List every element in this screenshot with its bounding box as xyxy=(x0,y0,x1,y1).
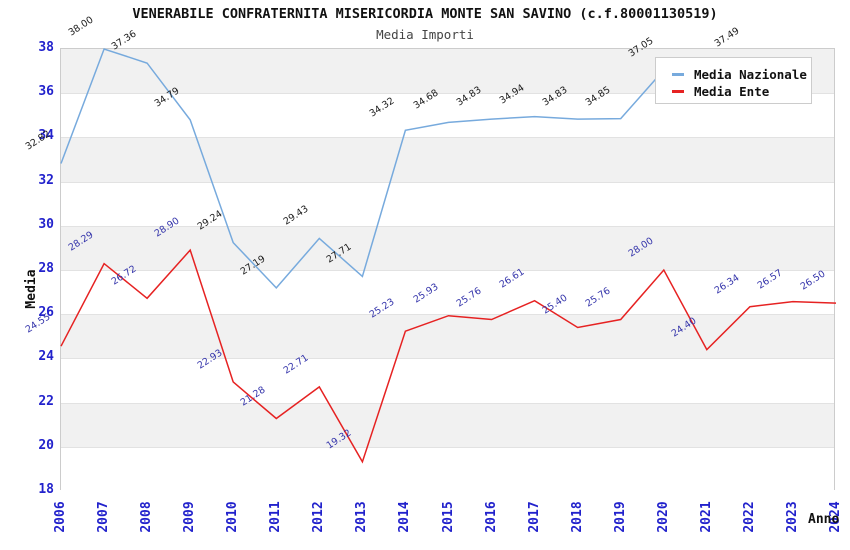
series-line-media-ente xyxy=(60,248,837,464)
legend-box: Media Nazionale Media Ente xyxy=(655,57,812,104)
y-tick-label: 22 xyxy=(38,393,54,409)
plot-area xyxy=(60,48,837,491)
grid-band xyxy=(61,270,834,315)
x-tick-label: 2008 xyxy=(139,501,155,533)
x-tick-label: 2009 xyxy=(182,501,198,533)
grid-band xyxy=(61,225,834,270)
x-tick-label: 2010 xyxy=(225,501,241,533)
x-tick-label: 2017 xyxy=(526,501,542,533)
y-tick-label: 30 xyxy=(38,216,54,232)
y-tick-label: 20 xyxy=(38,437,54,453)
x-tick-label: 2019 xyxy=(612,501,628,533)
y-tick-label: 24 xyxy=(38,349,54,365)
legend-item: Media Nazionale xyxy=(672,66,811,82)
x-tick-label: 2021 xyxy=(698,501,714,533)
x-tick-label: 2018 xyxy=(569,501,585,533)
series-line-media-nazionale xyxy=(60,48,750,290)
chart-title: VENERABILE CONFRATERNITA MISERICORDIA MO… xyxy=(132,6,718,22)
chart-subtitle: Media Importi xyxy=(376,27,474,42)
y-tick-label: 26 xyxy=(38,305,54,321)
x-tick-label: 2007 xyxy=(96,501,112,533)
y-tick-label: 36 xyxy=(38,84,54,100)
x-tick-label: 2015 xyxy=(440,501,456,533)
grid-band xyxy=(61,446,834,491)
x-tick-label: 2016 xyxy=(483,501,499,533)
gridline xyxy=(61,93,834,95)
gridline xyxy=(61,270,834,271)
grid-band xyxy=(61,402,834,447)
gridline xyxy=(61,402,834,404)
gridline xyxy=(61,137,834,139)
y-tick-label: 28 xyxy=(38,261,54,276)
gridline xyxy=(61,358,834,360)
x-tick-label: 2012 xyxy=(311,501,327,533)
legend-item: Media Ente xyxy=(672,83,811,99)
x-tick-label: 2023 xyxy=(784,501,800,533)
x-tick-label: 2013 xyxy=(354,501,370,533)
x-tick-label: 2014 xyxy=(397,501,413,533)
y-tick-label: 38 xyxy=(38,40,54,55)
x-tick-label: 2020 xyxy=(655,501,671,533)
grid-band xyxy=(61,314,834,359)
gridline xyxy=(61,225,834,227)
y-axis-title: Media xyxy=(24,269,39,309)
gridline xyxy=(61,446,834,448)
grid-band xyxy=(61,181,834,226)
legend-line-swatch-icon xyxy=(672,89,684,93)
legend-item-label: Media Ente xyxy=(694,83,770,99)
legend-line-swatch-icon xyxy=(672,72,684,76)
grid-band xyxy=(61,358,834,403)
x-tick-label: 2011 xyxy=(268,501,284,533)
y-tick-label: 18 xyxy=(38,482,54,497)
x-axis-title: Anno xyxy=(808,512,840,527)
x-tick-label: 2022 xyxy=(741,501,757,533)
grid-band xyxy=(61,137,834,182)
y-tick-label: 34 xyxy=(38,128,54,144)
x-tick-label: 2006 xyxy=(53,501,68,533)
y-tick-label: 32 xyxy=(38,172,54,188)
legend-item-label: Media Nazionale xyxy=(694,66,807,82)
gridline xyxy=(61,314,834,316)
gridline xyxy=(61,181,834,183)
